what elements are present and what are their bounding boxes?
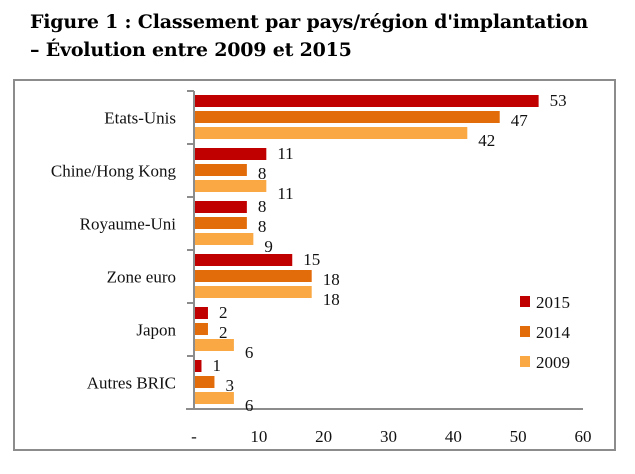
data-label: 6: [245, 343, 254, 362]
bar-2009: [195, 286, 312, 298]
bar-2014: [195, 217, 247, 229]
bar-2014: [195, 111, 500, 123]
chart-title: Figure 1 : Classement par pays/région d'…: [30, 8, 588, 64]
data-label: 2: [219, 323, 228, 342]
data-label: 11: [277, 144, 293, 163]
bar-2014: [195, 270, 312, 282]
data-label: 11: [277, 184, 293, 203]
data-label: 15: [303, 250, 320, 269]
x-tick-label: 50: [510, 427, 527, 446]
data-label: 2: [219, 303, 228, 322]
legend-label: 2015: [536, 293, 570, 312]
bar-2009: [195, 233, 254, 245]
data-label: 42: [478, 131, 495, 150]
bar-2009: [195, 339, 234, 351]
legend-label: 2014: [536, 323, 571, 342]
data-label: 3: [225, 376, 234, 395]
data-label: 8: [258, 217, 267, 236]
category-label: Autres BRIC: [87, 374, 176, 393]
category-label: Zone euro: [107, 268, 176, 287]
legend-swatch-2009: [520, 356, 530, 367]
legend-label: 2009: [536, 353, 570, 372]
data-label: 8: [258, 164, 267, 183]
bar-2015: [195, 95, 539, 107]
bar-2009: [195, 180, 267, 192]
x-tick-label: 10: [250, 427, 267, 446]
legend-swatch-2014: [520, 326, 530, 337]
data-label: 18: [323, 270, 340, 289]
x-tick-label: 40: [445, 427, 462, 446]
bar-2015: [195, 307, 208, 319]
bar-2014: [195, 164, 247, 176]
bar-2015: [195, 360, 202, 372]
chart-frame: [13, 79, 616, 451]
legend-swatch-2015: [520, 296, 530, 307]
bar-2009: [195, 392, 234, 404]
x-tick-label: 30: [380, 427, 397, 446]
data-label: 47: [511, 111, 529, 130]
bar-2015: [195, 148, 267, 160]
data-label: 53: [550, 91, 567, 110]
title-line-2: – Évolution entre 2009 et 2015: [30, 39, 352, 61]
x-tick-label: 20: [315, 427, 332, 446]
data-label: 1: [212, 356, 221, 375]
bar-2014: [195, 376, 215, 388]
category-label: Chine/Hong Kong: [51, 162, 177, 181]
bar-2015: [195, 254, 293, 266]
data-label: 6: [245, 396, 254, 415]
category-label: Etats-Unis: [104, 109, 176, 128]
bar-2014: [195, 323, 208, 335]
data-label: 8: [258, 197, 267, 216]
bar-2015: [195, 201, 247, 213]
x-tick-label: -: [191, 427, 197, 446]
category-label: Japon: [136, 321, 176, 340]
bar-2009: [195, 127, 468, 139]
title-line-1: Figure 1 : Classement par pays/région d'…: [30, 11, 588, 33]
data-label: 18: [323, 290, 340, 309]
x-tick-label: 60: [575, 427, 592, 446]
data-label: 9: [264, 237, 273, 256]
category-label: Royaume-Uni: [80, 215, 177, 234]
